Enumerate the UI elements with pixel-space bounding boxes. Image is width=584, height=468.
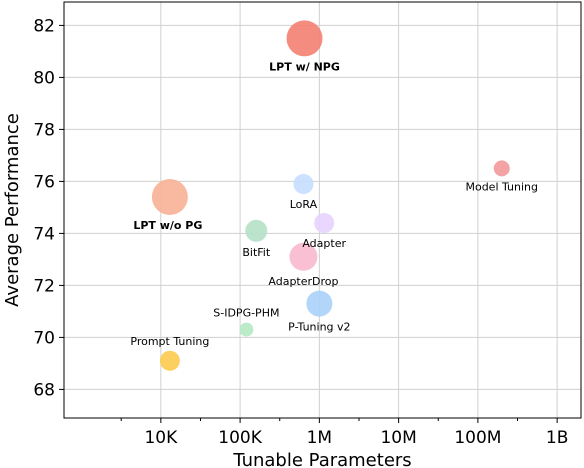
data-point (245, 219, 268, 242)
data-point-label: S-IDPG-PHM (213, 307, 279, 320)
data-point-label: Prompt Tuning (130, 335, 209, 348)
x-tick-label: 100M (454, 428, 501, 448)
point-labels: LPT w/ NPG LPT w/o PG Model Tuning LoRA Adap… (130, 60, 538, 347)
data-point (493, 160, 510, 177)
data-point-label: LPT w/o PG (133, 219, 202, 232)
data-point-label: P-Tuning v2 (288, 321, 350, 334)
data-point-label: Adapter (302, 237, 346, 250)
data-point (289, 242, 318, 271)
y-tick-label: 72 (33, 276, 55, 296)
y-tick-label: 68 (33, 380, 55, 400)
data-point (286, 20, 323, 57)
y-tick-label: 82 (33, 16, 55, 36)
y-tick-label: 70 (33, 328, 55, 348)
y-axis-title: Average Performance (2, 113, 23, 307)
data-point (239, 322, 254, 337)
y-tick-label: 78 (33, 120, 55, 140)
data-point-label: BitFit (242, 246, 270, 259)
y-tick-label: 74 (33, 224, 55, 244)
data-point-label: LoRA (290, 198, 318, 211)
data-point-label: AdapterDrop (268, 275, 338, 288)
axis-ticks: 68 70 72 74 76 78 80 82 10K 100K 1M 10M 100M 1B (33, 16, 568, 448)
data-point (159, 350, 180, 371)
plot-frame (63, 1, 582, 419)
x-tick-label: 10K (144, 428, 178, 448)
x-tick-label: 1B (546, 428, 568, 448)
data-point (293, 174, 314, 194)
data-point (151, 179, 188, 215)
data-point (306, 290, 333, 317)
y-tick-label: 76 (33, 172, 55, 192)
x-tick-label: 1M (307, 428, 332, 448)
x-tick-label: 10M (380, 428, 416, 448)
data-points (151, 20, 510, 371)
data-point (314, 213, 335, 233)
data-point-label: LPT w/ NPG (269, 60, 340, 73)
x-tick-label: 100K (218, 428, 262, 448)
data-point-label: Model Tuning (465, 180, 538, 193)
grid-lines (64, 2, 581, 418)
x-axis-title: Tunable Parameters (232, 450, 411, 468)
y-tick-label: 80 (33, 68, 55, 88)
